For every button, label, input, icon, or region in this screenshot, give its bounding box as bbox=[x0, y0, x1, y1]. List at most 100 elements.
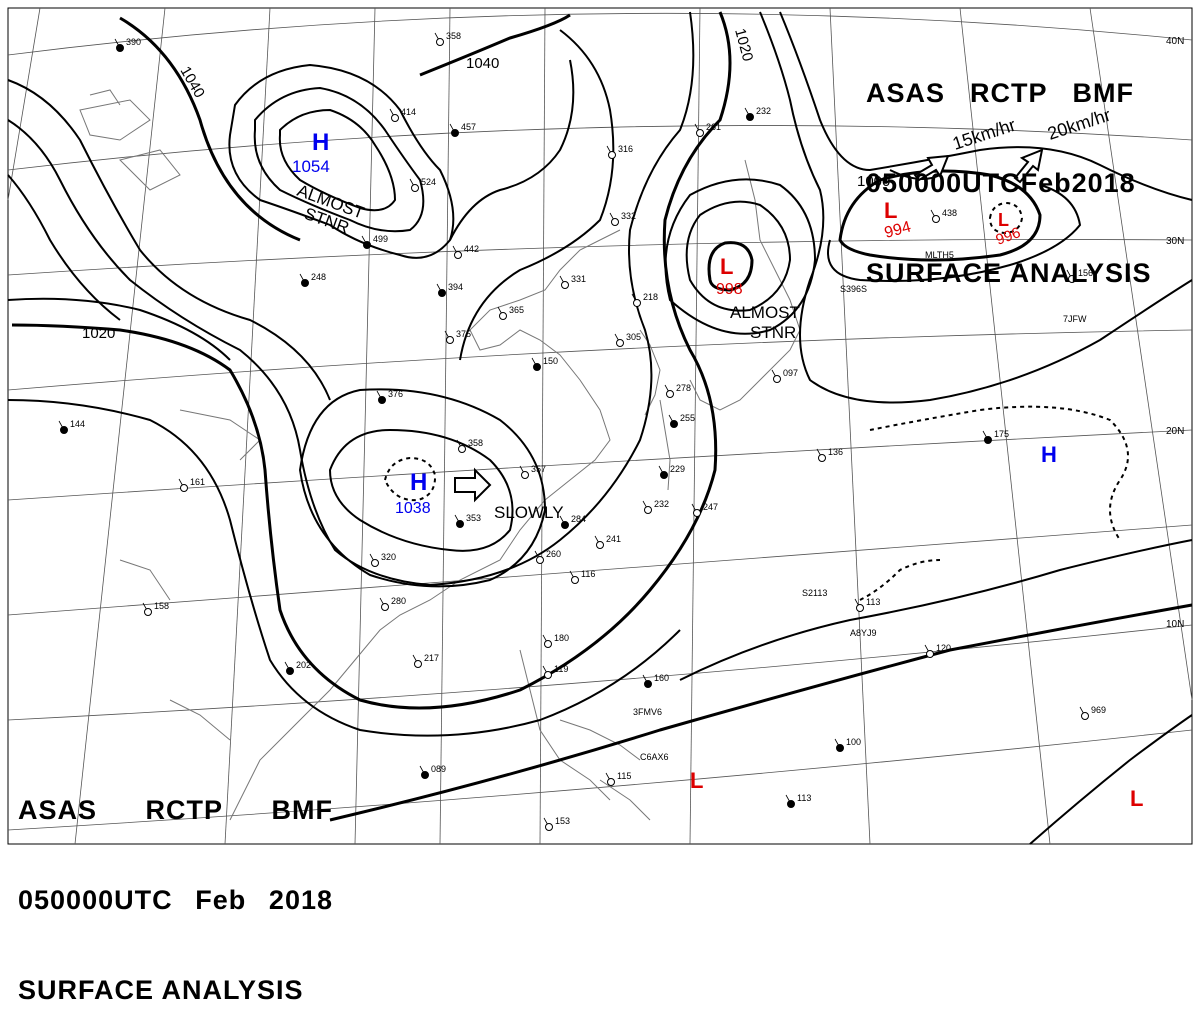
isobar-1000-low bbox=[707, 241, 754, 292]
ship-call: 7JFW bbox=[1063, 314, 1087, 324]
station-marker-icon bbox=[286, 667, 294, 675]
station-pressure: 217 bbox=[424, 653, 439, 663]
isobar-label: 1020 bbox=[82, 325, 115, 342]
header-source: RCTP bbox=[145, 795, 224, 825]
station-marker-icon bbox=[666, 390, 674, 398]
station-plot: 156 bbox=[1066, 268, 1093, 283]
station-plot: 278 bbox=[664, 383, 691, 398]
annotation-slowly: SLOWLY bbox=[494, 503, 564, 522]
station-pressure: 232 bbox=[654, 499, 669, 509]
movement-arrow-icon bbox=[913, 154, 950, 182]
station-plot: 499 bbox=[361, 234, 388, 249]
station-plot: 247 bbox=[691, 502, 718, 517]
station-plot: 119 bbox=[542, 664, 568, 679]
station-pressure: 969 bbox=[1091, 705, 1106, 715]
ship-calls: MLTH5 3FMV6 C6AX6 A8YJ9 7JFW S396S S2113 bbox=[633, 250, 1087, 762]
station-plot: 097 bbox=[771, 368, 798, 383]
latitude-label: 10N bbox=[1166, 619, 1184, 630]
station-plot: 414 bbox=[389, 107, 416, 122]
station-plot: 217 bbox=[412, 653, 439, 668]
high-symbol: H bbox=[312, 129, 329, 156]
movement-arrow-icon bbox=[454, 467, 492, 503]
station-plot: 113 bbox=[854, 597, 880, 612]
station-plot: 241 bbox=[594, 534, 621, 549]
station-plot: 442 bbox=[452, 244, 479, 259]
station-plot: 158 bbox=[142, 601, 169, 616]
station-plot: 248 bbox=[299, 272, 326, 287]
coastlines bbox=[79, 89, 801, 821]
station-plot: 332 bbox=[609, 211, 636, 226]
low-symbol: L bbox=[998, 210, 1009, 230]
station-marker-icon bbox=[571, 576, 579, 584]
ship-call: A8YJ9 bbox=[850, 628, 877, 638]
station-marker-icon bbox=[1068, 275, 1076, 283]
station-marker-icon bbox=[545, 823, 553, 831]
station-plot: 280 bbox=[379, 596, 406, 611]
station-pressure: 375 bbox=[456, 329, 471, 339]
station-pressure: 218 bbox=[643, 292, 658, 302]
station-pressure: 097 bbox=[783, 368, 798, 378]
station-marker-icon bbox=[536, 556, 544, 564]
header-product: ASAS bbox=[18, 795, 98, 825]
station-marker-icon bbox=[533, 363, 541, 371]
station-plot: 218 bbox=[631, 292, 658, 307]
station-pressure: 390 bbox=[126, 37, 141, 47]
station-pressure: 261 bbox=[706, 122, 721, 132]
station-plot: 365 bbox=[497, 305, 524, 320]
station-pressure: 160 bbox=[654, 673, 669, 683]
low-symbol: L bbox=[884, 198, 897, 223]
station-plot: 115 bbox=[605, 771, 631, 786]
movement-arrow-icon bbox=[1013, 148, 1044, 184]
station-marker-icon bbox=[436, 38, 444, 46]
station-marker-icon bbox=[693, 509, 701, 517]
low-value: 994 bbox=[883, 219, 913, 242]
low-symbol: L bbox=[1130, 786, 1143, 811]
station-marker-icon bbox=[596, 541, 604, 549]
station-marker-icon bbox=[180, 484, 188, 492]
station-pressure: 156 bbox=[1078, 268, 1093, 278]
station-pressure: 180 bbox=[554, 633, 569, 643]
latitude-labels: 40N 30N 20N 10N bbox=[1166, 36, 1184, 630]
ship-call: S396S bbox=[840, 284, 867, 294]
station-marker-icon bbox=[746, 113, 754, 121]
low-symbol: L bbox=[720, 254, 733, 279]
station-marker-icon bbox=[773, 375, 781, 383]
station-marker-icon bbox=[144, 608, 152, 616]
station-pressure: 100 bbox=[846, 737, 861, 747]
ship-call: 3FMV6 bbox=[633, 707, 662, 717]
station-pressure: 524 bbox=[421, 177, 436, 187]
station-pressure: 438 bbox=[942, 208, 957, 218]
station-marker-icon bbox=[521, 471, 529, 479]
station-plot: 394 bbox=[436, 282, 463, 297]
high-symbol: H bbox=[410, 469, 427, 496]
station-pressure: 255 bbox=[680, 413, 695, 423]
station-pressure: 457 bbox=[461, 122, 476, 132]
station-pressure: 358 bbox=[446, 31, 461, 41]
station-marker-icon bbox=[544, 640, 552, 648]
header-title: SURFACE ANALYSIS bbox=[866, 258, 1152, 288]
annotation-almost: ALMOST bbox=[730, 303, 800, 322]
station-marker-icon bbox=[660, 471, 668, 479]
header-time: 050000UTC bbox=[18, 885, 173, 915]
station-marker-icon bbox=[363, 241, 371, 249]
header-year: 2018 bbox=[268, 885, 333, 915]
station-plot: 089 bbox=[419, 764, 446, 779]
station-pressure: 113 bbox=[797, 793, 811, 803]
station-pressure: 332 bbox=[621, 211, 636, 221]
station-pressure: 284 bbox=[571, 514, 586, 524]
header-month: Feb bbox=[1020, 168, 1072, 198]
station-pressure: 150 bbox=[543, 356, 558, 366]
movement-arrows bbox=[454, 148, 1044, 503]
station-plot: 153 bbox=[543, 816, 570, 831]
station-plot: 969 bbox=[1079, 705, 1106, 720]
station-plot: 316 bbox=[606, 144, 633, 159]
header-line-2: 050000UTC Feb 2018 bbox=[866, 168, 1135, 198]
station-plot: 390 bbox=[114, 37, 141, 52]
station-marker-icon bbox=[856, 604, 864, 612]
station-plot: 320 bbox=[369, 552, 396, 567]
station-marker-icon bbox=[607, 778, 615, 786]
station-plot: 353 bbox=[454, 513, 481, 528]
station-plot: 438 bbox=[930, 208, 957, 223]
station-plot: 255 bbox=[668, 413, 695, 428]
station-marker-icon bbox=[561, 521, 569, 529]
